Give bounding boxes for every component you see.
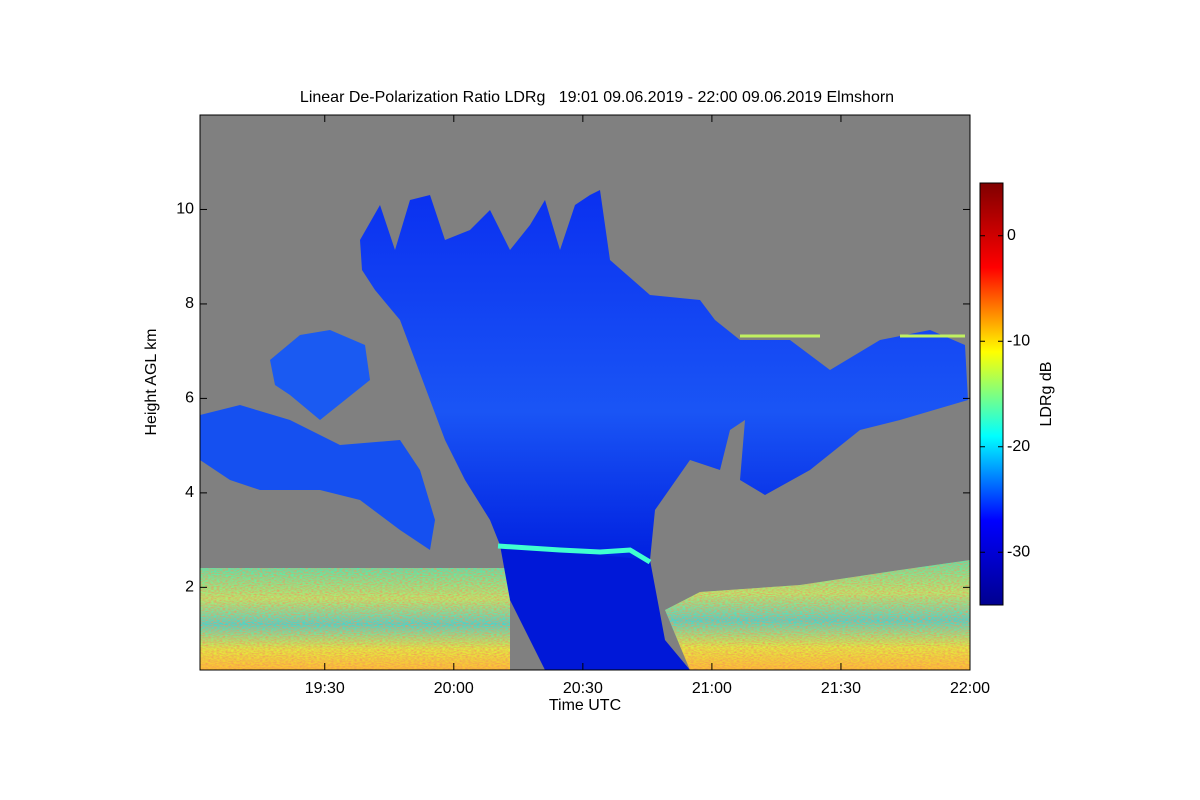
x-axis-label: Time UTC	[549, 697, 621, 714]
x-tick-label: 20:00	[434, 680, 474, 697]
colorbar-tick-label: -30	[1007, 543, 1030, 560]
colorbar	[979, 182, 1004, 606]
x-tick-label: 22:00	[950, 680, 990, 697]
heatmap-image	[200, 115, 970, 670]
colorbar-tick-label: -20	[1007, 438, 1030, 455]
x-tick-label: 21:30	[821, 680, 861, 697]
plot-frame	[199, 114, 971, 671]
y-tick-label: 2	[185, 579, 194, 596]
colorbar-tick-label: -10	[1007, 332, 1030, 349]
y-tick-label: 10	[176, 201, 194, 218]
y-tick-label: 4	[185, 484, 194, 501]
colorbar-label: LDRg dB	[1038, 362, 1055, 427]
y-axis-label: Height AGL km	[143, 328, 160, 435]
chart-title: Linear De-Polarization Ratio LDRg 19:01 …	[300, 89, 894, 106]
x-tick-label: 21:00	[692, 680, 732, 697]
x-tick-label: 19:30	[305, 680, 345, 697]
y-tick-label: 8	[185, 295, 194, 312]
colorbar-tick-label: 0	[1007, 227, 1016, 244]
x-tick-label: 20:30	[563, 680, 603, 697]
y-tick-label: 6	[185, 390, 194, 407]
